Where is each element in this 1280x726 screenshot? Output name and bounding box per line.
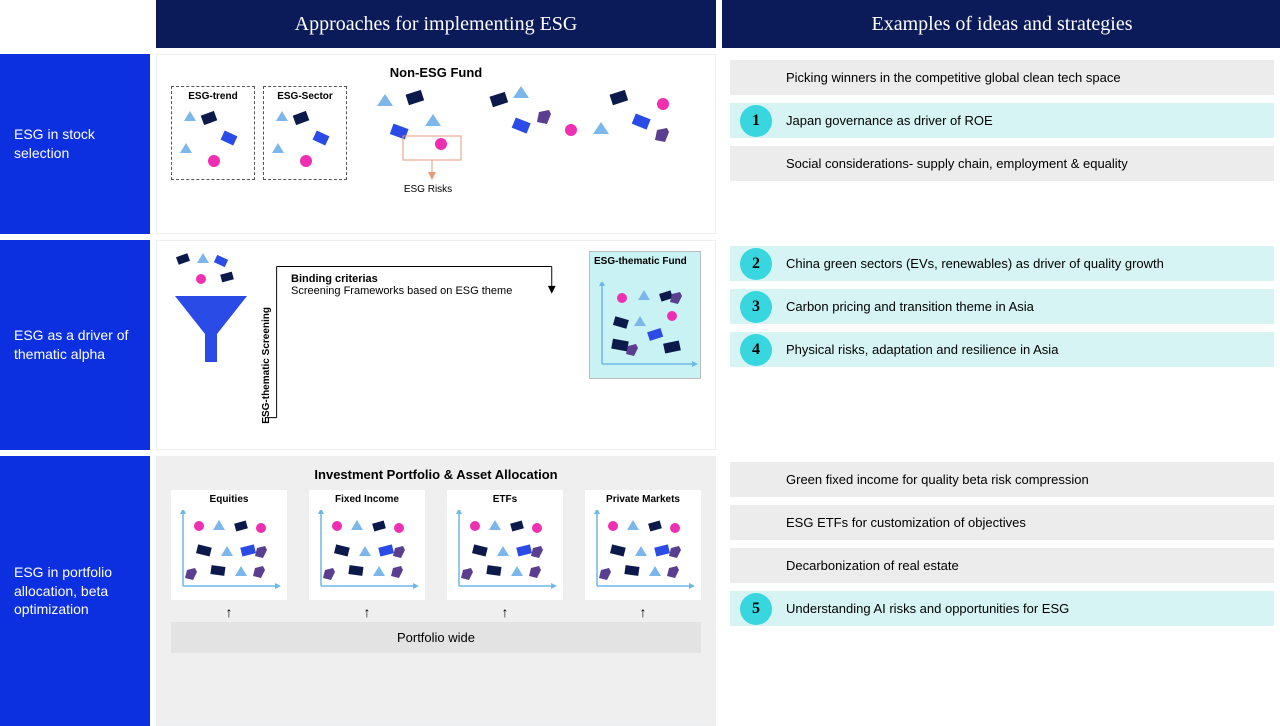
screening-vertical-label: ESG-thematic Screening (261, 307, 272, 424)
portfolio-wide-footer: Portfolio wide (171, 622, 701, 653)
idea-item: ESG ETFs for customization of objectives (730, 505, 1274, 540)
header-approaches: Approaches for implementing ESG (156, 0, 716, 48)
up-arrow-icon: ↑ (585, 604, 701, 620)
idea-item: Social considerations- supply chain, emp… (730, 146, 1274, 181)
binding-criteria-title: Binding criterias (291, 273, 512, 285)
row-label-thematic-alpha: ESG as a driver of thematic alpha (0, 240, 150, 450)
chart-axis-icon (589, 510, 697, 596)
funnel-icon (171, 296, 251, 366)
asset-card-private-markets: Private Markets (585, 490, 701, 600)
scatter-shapes-icon (355, 86, 701, 216)
esg-risks-label: ESG Risks (399, 184, 457, 195)
corner-spacer (0, 0, 150, 48)
esg-sector-box: ESG-Sector (263, 86, 347, 180)
scatter-shapes-icon (171, 251, 251, 291)
approach-stock-selection: Non-ESG Fund ESG-trend ESG-Sector (156, 54, 716, 234)
esg-infographic: Approaches for implementing ESG Examples… (0, 0, 1280, 726)
idea-item: Green fixed income for quality beta risk… (730, 462, 1274, 497)
up-arrow-icon: ↑ (447, 604, 563, 620)
non-esg-scatter: ESG Risks (355, 86, 701, 216)
scatter-shapes-icon (172, 105, 256, 175)
approach-portfolio-allocation: Investment Portfolio & Asset Allocation … (156, 456, 716, 726)
asset-card-etfs: ETFs (447, 490, 563, 600)
idea-item: 4Physical risks, adaptation and resilien… (730, 332, 1274, 367)
idea-number-badge: 5 (740, 593, 772, 625)
asset-card-fixed-income: Fixed Income (309, 490, 425, 600)
chart-axis-icon (451, 510, 559, 596)
ideas-stock-selection: Picking winners in the competitive globa… (722, 54, 1280, 234)
header-examples: Examples of ideas and strategies (722, 0, 1280, 48)
esg-thematic-fund-card: ESG-thematic Fund (589, 251, 701, 379)
esg-trend-box: ESG-trend (171, 86, 255, 180)
ideas-portfolio-allocation: Green fixed income for quality beta risk… (722, 456, 1280, 726)
portfolio-title: Investment Portfolio & Asset Allocation (171, 467, 701, 482)
asset-card-equities: Equities (171, 490, 287, 600)
idea-number-badge: 4 (740, 334, 772, 366)
approach-thematic-alpha: Binding criterias Screening Frameworks b… (156, 240, 716, 450)
row-label-portfolio-allocation: ESG in portfolio allocation, beta optimi… (0, 456, 150, 726)
idea-item: Decarbonization of real estate (730, 548, 1274, 583)
chart-axis-icon (594, 282, 698, 374)
scatter-shapes-icon (264, 105, 348, 175)
idea-number-badge: 2 (740, 248, 772, 280)
ideas-thematic-alpha: 2China green sectors (EVs, renewables) a… (722, 240, 1280, 450)
idea-number-badge: 1 (740, 105, 772, 137)
non-esg-fund-title: Non-ESG Fund (171, 65, 701, 80)
idea-item: 5Understanding AI risks and opportunitie… (730, 591, 1274, 626)
row-label-stock-selection: ESG in stock selection (0, 54, 150, 234)
idea-item: Picking winners in the competitive globa… (730, 60, 1274, 95)
idea-item: 2China green sectors (EVs, renewables) a… (730, 246, 1274, 281)
idea-item: 3Carbon pricing and transition theme in … (730, 289, 1274, 324)
up-arrow-icon: ↑ (171, 604, 287, 620)
up-arrow-icon: ↑ (309, 604, 425, 620)
chart-axis-icon (313, 510, 421, 596)
idea-item: 1Japan governance as driver of ROE (730, 103, 1274, 138)
binding-criteria-sub: Screening Frameworks based on ESG theme (291, 285, 512, 297)
binding-criteria-region: Binding criterias Screening Frameworks b… (265, 251, 575, 439)
funnel-region (171, 251, 251, 439)
idea-number-badge: 3 (740, 291, 772, 323)
chart-axis-icon (175, 510, 283, 596)
